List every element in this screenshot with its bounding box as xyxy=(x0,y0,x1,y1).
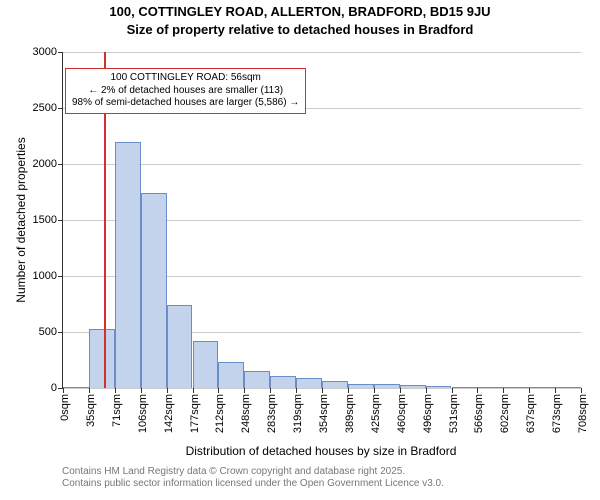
xtick-label: 71sqm xyxy=(111,394,123,427)
annotation-box: 100 COTTINGLEY ROAD: 56sqm← 2% of detach… xyxy=(65,68,306,114)
chart-title-line1: 100, COTTINGLEY ROAD, ALLERTON, BRADFORD… xyxy=(0,4,600,19)
ytick-label: 1500 xyxy=(33,214,63,226)
histogram-bar xyxy=(63,387,89,388)
xtick-label: 248sqm xyxy=(240,394,252,433)
xtick-mark xyxy=(270,388,271,393)
gridline xyxy=(63,164,581,165)
xtick-label: 496sqm xyxy=(422,394,434,433)
x-axis-label: Distribution of detached houses by size … xyxy=(62,444,580,458)
gridline xyxy=(63,52,581,53)
xtick-mark xyxy=(141,388,142,393)
xtick-mark xyxy=(503,388,504,393)
annotation-line3: 98% of semi-detached houses are larger (… xyxy=(72,97,299,110)
xtick-label: 566sqm xyxy=(473,394,485,433)
xtick-label: 460sqm xyxy=(396,394,408,433)
y-axis-label: Number of detached properties xyxy=(14,137,28,302)
xtick-mark xyxy=(218,388,219,393)
histogram-bar xyxy=(477,387,503,388)
xtick-mark xyxy=(193,388,194,393)
xtick-label: 673sqm xyxy=(551,394,563,433)
xtick-label: 106sqm xyxy=(137,394,149,433)
xtick-label: 354sqm xyxy=(318,394,330,433)
histogram-bar xyxy=(374,384,400,388)
histogram-bar xyxy=(115,142,141,388)
xtick-mark xyxy=(89,388,90,393)
xtick-label: 425sqm xyxy=(370,394,382,433)
xtick-label: 177sqm xyxy=(189,394,201,433)
xtick-label: 602sqm xyxy=(499,394,511,433)
histogram-bar xyxy=(555,387,581,388)
ytick-label: 2500 xyxy=(33,102,63,114)
xtick-label: 531sqm xyxy=(448,394,460,433)
plot-area: 0500100015002000250030000sqm35sqm71sqm10… xyxy=(62,52,581,389)
xtick-mark xyxy=(167,388,168,393)
xtick-mark xyxy=(63,388,64,393)
xtick-mark xyxy=(477,388,478,393)
histogram-bar xyxy=(452,387,478,388)
xtick-mark xyxy=(115,388,116,393)
histogram-bar xyxy=(167,305,193,388)
xtick-label: 0sqm xyxy=(59,394,71,421)
xtick-mark xyxy=(581,388,582,393)
xtick-label: 142sqm xyxy=(163,394,175,433)
xtick-mark xyxy=(374,388,375,393)
xtick-label: 637sqm xyxy=(525,394,537,433)
histogram-bar xyxy=(270,376,296,388)
xtick-mark xyxy=(426,388,427,393)
xtick-mark xyxy=(348,388,349,393)
histogram-bar xyxy=(529,387,555,388)
histogram-bar xyxy=(141,193,167,388)
xtick-mark xyxy=(244,388,245,393)
footer-line2: Contains public sector information licen… xyxy=(62,478,444,489)
xtick-mark xyxy=(452,388,453,393)
xtick-label: 283sqm xyxy=(266,394,278,433)
histogram-bar xyxy=(218,362,244,388)
histogram-bar xyxy=(89,329,115,388)
xtick-mark xyxy=(555,388,556,393)
histogram-bar xyxy=(296,378,322,388)
ytick-label: 1000 xyxy=(33,270,63,282)
xtick-mark xyxy=(322,388,323,393)
histogram-bar xyxy=(503,387,529,388)
ytick-label: 3000 xyxy=(33,46,63,58)
histogram-bar xyxy=(322,381,348,388)
histogram-bar xyxy=(426,386,452,388)
xtick-mark xyxy=(529,388,530,393)
annotation-line2: ← 2% of detached houses are smaller (113… xyxy=(72,85,299,98)
xtick-label: 212sqm xyxy=(214,394,226,433)
xtick-mark xyxy=(296,388,297,393)
histogram-bar xyxy=(348,384,374,388)
histogram-bar xyxy=(244,371,270,388)
footer-line1: Contains HM Land Registry data © Crown c… xyxy=(62,466,405,477)
xtick-label: 319sqm xyxy=(292,394,304,433)
xtick-label: 35sqm xyxy=(85,394,97,427)
ytick-label: 0 xyxy=(51,382,63,394)
xtick-label: 389sqm xyxy=(344,394,356,433)
annotation-line1: 100 COTTINGLEY ROAD: 56sqm xyxy=(72,72,299,85)
xtick-mark xyxy=(400,388,401,393)
histogram-bar xyxy=(193,341,219,388)
histogram-bar xyxy=(400,385,426,388)
chart-title-line2: Size of property relative to detached ho… xyxy=(0,22,600,37)
xtick-label: 708sqm xyxy=(577,394,589,433)
ytick-label: 2000 xyxy=(33,158,63,170)
ytick-label: 500 xyxy=(39,326,63,338)
